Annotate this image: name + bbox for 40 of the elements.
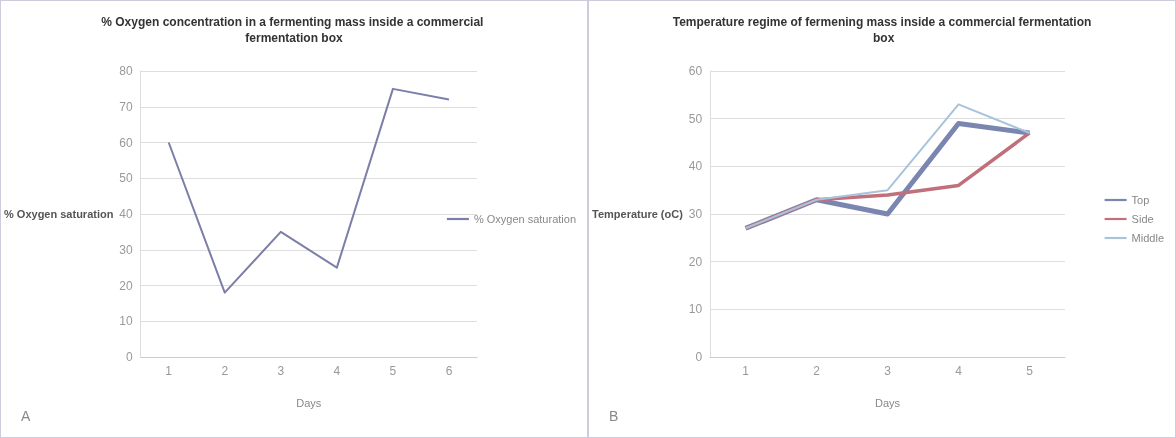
x-tick-label: 1 bbox=[165, 364, 173, 378]
x-tick-label: 3 bbox=[884, 364, 892, 378]
y-axis-title: Temperature (oC) bbox=[591, 208, 684, 220]
legend-label: Top bbox=[1131, 194, 1150, 206]
line-series bbox=[167, 87, 450, 294]
chart-title: % Oxygen concentration in a fermenting mass inside a commercial fermentation box bbox=[101, 15, 487, 45]
x-tick-label: 2 bbox=[221, 364, 229, 378]
y-tick-label: 20 bbox=[688, 254, 703, 269]
y-tick-label: 10 bbox=[688, 302, 703, 317]
x-tick-label: 6 bbox=[445, 364, 453, 378]
chart-title: Temperature regime of fermening mass inside a commercial fermentation box bbox=[672, 15, 1092, 45]
legend-label: Side bbox=[1131, 213, 1154, 225]
x-tick-label: 4 bbox=[333, 364, 341, 378]
y-tick-label: 40 bbox=[119, 207, 133, 221]
x-tick-label: 3 bbox=[277, 364, 285, 378]
y-tick-label: 60 bbox=[119, 135, 133, 150]
y-tick-label: 60 bbox=[688, 64, 703, 78]
x-tick-label: 5 bbox=[1026, 364, 1034, 378]
x-tick-label: 5 bbox=[389, 364, 397, 378]
text: A bbox=[21, 408, 31, 424]
y-axis-title: % Oxygen saturation bbox=[4, 208, 114, 220]
x-tick-label: 4 bbox=[955, 364, 963, 378]
x-tick-label: 1 bbox=[742, 364, 750, 378]
y-tick-label: 80 bbox=[119, 64, 133, 78]
legend-label: Middle bbox=[1131, 232, 1164, 244]
y-tick-label: 10 bbox=[119, 314, 133, 329]
x-axis-title: Days bbox=[296, 396, 322, 409]
y-tick-label: 30 bbox=[119, 242, 133, 257]
y-tick-label: 0 bbox=[125, 350, 133, 364]
y-tick-label: 50 bbox=[688, 111, 703, 126]
legend-label: % Oxygen saturation bbox=[473, 213, 577, 225]
y-tick-label: 40 bbox=[688, 159, 703, 174]
y-tick-label: 20 bbox=[119, 278, 133, 293]
y-tick-label: 50 bbox=[119, 171, 133, 186]
y-tick-label: 0 bbox=[695, 350, 703, 364]
text: B bbox=[609, 408, 619, 424]
y-tick-label: 70 bbox=[119, 99, 133, 114]
x-tick-label: 2 bbox=[813, 364, 821, 378]
x-axis-title: Days bbox=[875, 396, 901, 409]
y-tick-label: 30 bbox=[688, 207, 703, 221]
